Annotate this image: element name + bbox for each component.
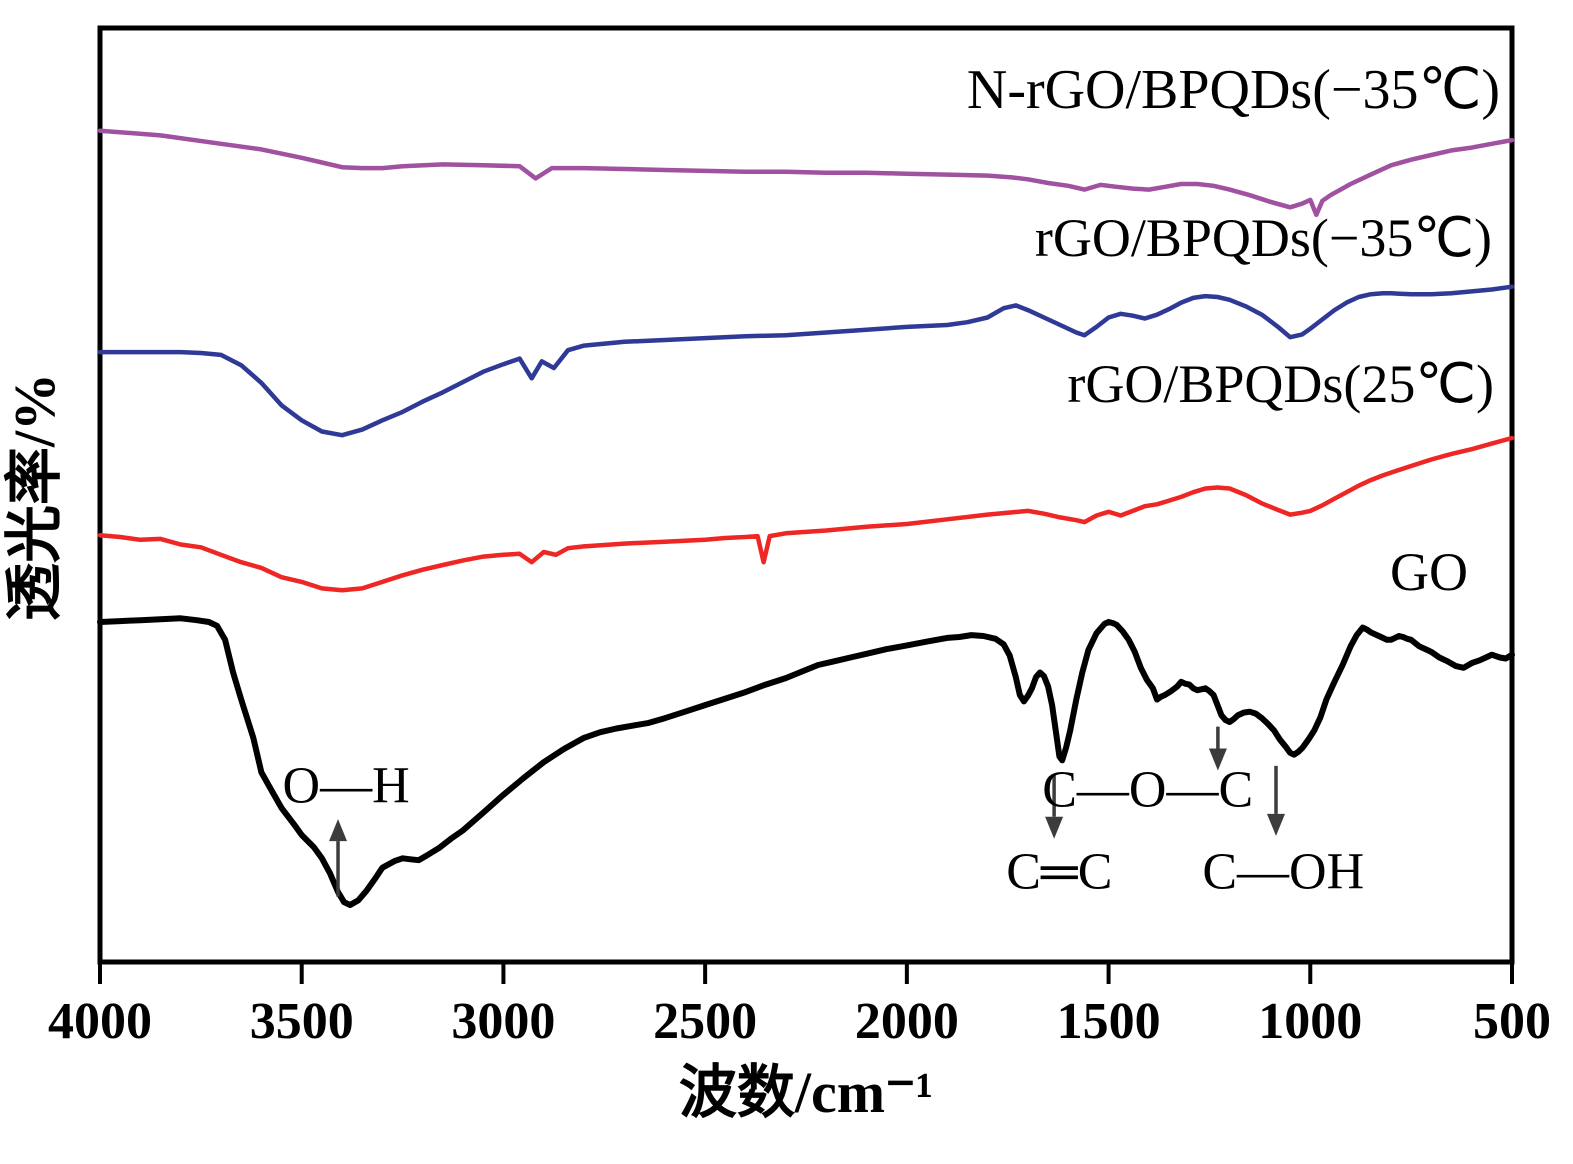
curve-label-rGO-BPQDs-minus35C: rGO/BPQDs(−35℃) [1035,208,1492,268]
annotation-arrowhead-C=C [1045,816,1064,839]
x-tick-label-1000: 1000 [1258,993,1362,1050]
curve-N-rGO-BPQDs-minus35C [97,128,1515,218]
y-axis-label: 透光率/% [2,373,67,621]
curve-label-rGO-BPQDs-25C: rGO/BPQDs(25℃) [1067,354,1494,414]
x-axis-label: 波数/cm⁻¹ [679,1060,933,1125]
curve-rGO-BPQDs-minus35C [97,284,1515,438]
curve-GO [97,615,1515,908]
annotation-arrowhead-C-O-C [1208,748,1227,771]
x-tick-label-2500: 2500 [653,993,757,1050]
x-tick-label-3000: 3000 [451,993,555,1050]
annotation-label-C=C: C═C [1006,843,1112,900]
annotation-label-O-H: O—H [283,758,410,815]
plot-border [97,25,1515,965]
curve-rGO-BPQDs-25C [97,435,1515,593]
curve-label-GO: GO [1390,542,1468,602]
annotation-label-C-O-C: C—O—C [1042,761,1253,818]
annotation-arrowhead-O-H [329,819,348,842]
annotation-arrowhead-C-OH [1266,813,1285,836]
x-tick-label-500: 500 [1473,993,1551,1050]
x-tick-label-2000: 2000 [855,993,959,1050]
annotation-label-C-OH: C—OH [1202,843,1364,900]
curve-label-N-rGO-BPQDs-minus35C: N-rGO/BPQDs(−35℃) [967,59,1500,121]
x-tick-label-4000: 4000 [48,993,152,1050]
x-tick-label-3500: 3500 [250,993,354,1050]
x-tick-label-1500: 1500 [1057,993,1161,1050]
